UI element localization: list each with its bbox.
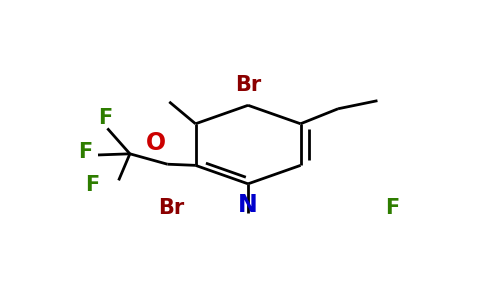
Text: F: F <box>98 108 113 128</box>
Text: N: N <box>238 193 258 217</box>
Text: F: F <box>78 142 92 161</box>
Text: F: F <box>85 175 100 195</box>
Text: Br: Br <box>158 198 184 218</box>
Text: Br: Br <box>235 74 261 94</box>
Text: F: F <box>385 198 400 218</box>
Text: O: O <box>146 131 166 155</box>
